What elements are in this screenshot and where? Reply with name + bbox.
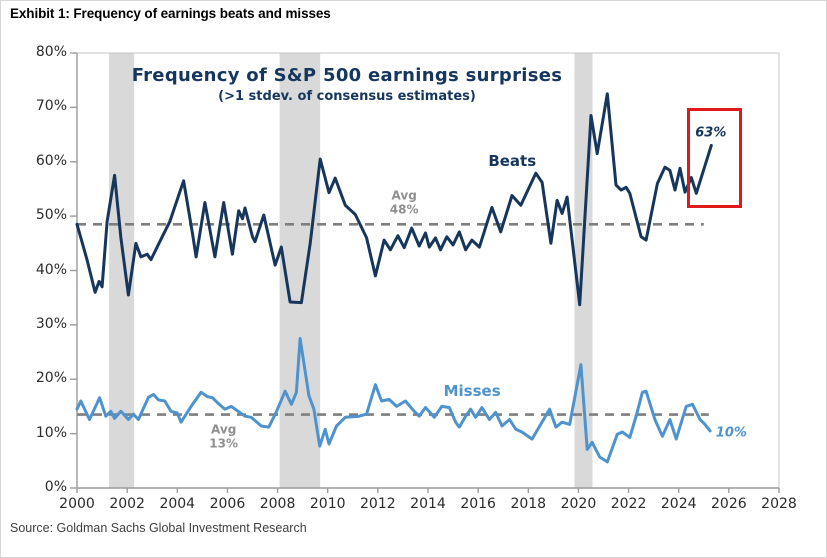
y-tick-label: 80% [35,44,67,60]
y-tick-label: 30% [35,315,67,332]
x-tick-label: 2016 [460,496,496,512]
x-tick-label: 2028 [761,496,797,512]
y-tick-label: 70% [35,98,67,115]
x-tick-label: 2010 [309,496,346,512]
misses-series-label: Misses [443,382,501,401]
beats-last-value-label: 63% [695,125,727,141]
recession-band [109,53,135,488]
beats-series-label: Beats [488,152,537,171]
series-line-beats [75,92,713,307]
avg-beats-label-line2: 48% [389,203,419,218]
x-tick-label: 2014 [410,496,446,512]
x-tick-label: 2002 [109,496,145,512]
avg-misses-label: Avg 13% [209,422,238,451]
y-tick-label: 0% [44,479,67,495]
x-tick-label: 2020 [560,496,597,512]
y-tick-label: 50% [35,207,67,224]
exhibit-title: Exhibit 1: Frequency of earnings beats a… [10,6,331,21]
avg-misses-label-line1: Avg [211,422,237,437]
x-tick-label: 2012 [360,496,396,512]
highlight-box [686,108,742,208]
chart-subtitle: (>1 stdev. of consensus estimates) [218,89,476,104]
avg-beats-label: Avg 48% [390,189,419,218]
y-tick-label: 60% [35,152,67,169]
x-tick-label: 2000 [59,496,95,512]
x-tick-label: 2006 [209,496,246,512]
y-tick-label: 20% [35,370,67,387]
x-tick-label: 2024 [660,496,697,512]
x-tick-label: 2004 [159,496,196,512]
x-tick-label: 2022 [610,496,647,512]
avg-beats-label-line1: Avg [391,188,417,203]
series-line-misses [75,337,712,464]
chart-title: Frequency of S&P 500 earnings surprises [131,65,563,86]
x-tick-label: 2008 [259,496,296,512]
y-tick-label: 10% [35,424,67,441]
misses-last-value-label: 10% [715,425,747,441]
y-tick-label: 40% [35,261,67,278]
x-tick-label: 2026 [711,496,747,512]
avg-misses-label-line2: 13% [209,436,239,451]
x-tick-label: 2018 [510,496,547,512]
source-note: Source: Goldman Sachs Global Investment … [10,521,307,535]
